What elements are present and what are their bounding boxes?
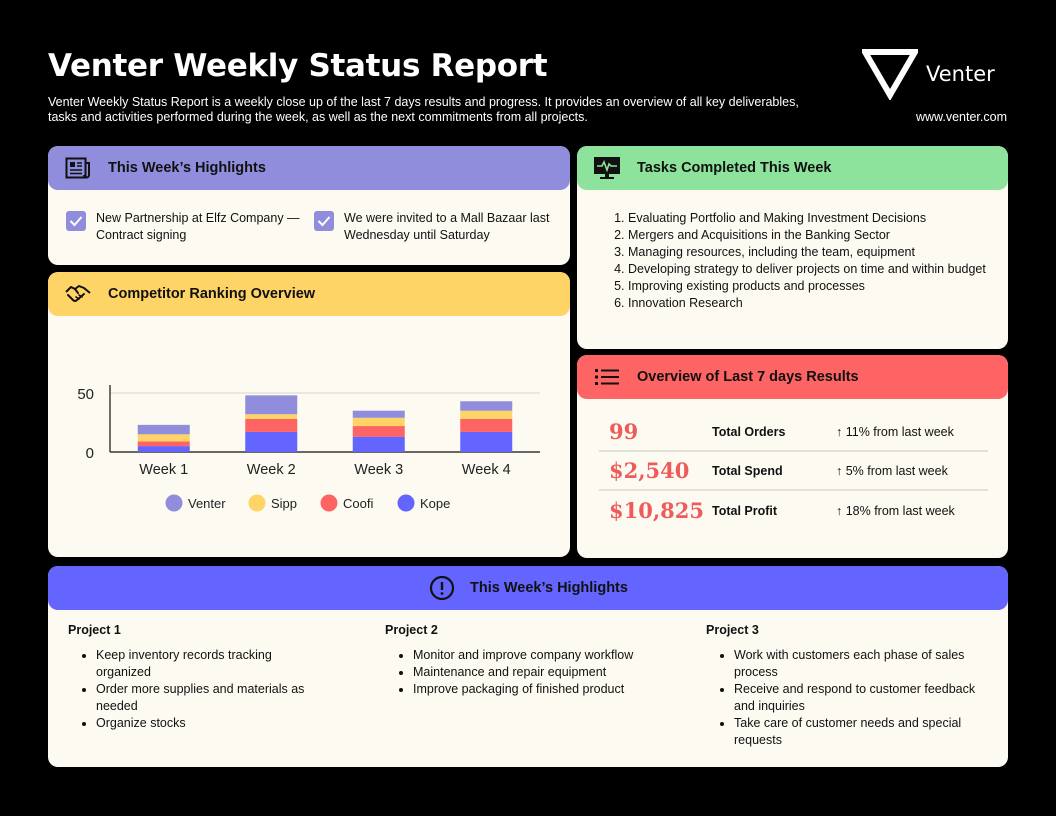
table-row: 99 Total Orders ↑ 11% from last week — [599, 413, 988, 452]
project-column: Project 1 Keep inventory records trackin… — [68, 622, 385, 749]
competitor-chart: 0 50 Week 1 Week 2 Week 3 Week 4 Venter Sipp Coo… — [77, 385, 540, 512]
tasks-header: Tasks Completed This Week — [577, 146, 1008, 190]
result-change: ↑ 11% from last week — [836, 424, 954, 439]
result-value: 99 — [609, 419, 639, 444]
legend-swatch — [248, 494, 266, 512]
projects-card: This Week’s Highlights Project 1 Keep in… — [48, 566, 1008, 767]
competitor-card: Competitor Ranking Overview 0 50 Week 1 Wee… — [48, 272, 570, 557]
competitor-title: Competitor Ranking Overview — [108, 286, 316, 302]
list-item: Receive and respond to customer feedback… — [734, 681, 991, 715]
logo: Venter — [862, 48, 995, 100]
handshake-icon — [64, 280, 92, 308]
list-item: Mergers and Acquisitions in the Banking … — [628, 227, 990, 244]
competitor-header: Competitor Ranking Overview — [48, 272, 570, 316]
bar-sipp — [137, 434, 190, 442]
overview-header: Overview of Last 7 days Results — [577, 355, 1008, 399]
legend-label: Venter — [188, 496, 226, 511]
list-icon — [593, 363, 621, 391]
projects-header: This Week’s Highlights — [48, 566, 1008, 610]
result-change: ↑ 5% from last week — [836, 463, 948, 478]
legend-label: Kope — [420, 496, 450, 511]
list-item: Managing resources, including the team, … — [628, 244, 990, 261]
highlights-card: This Week’s Highlights New Partnership a… — [48, 146, 570, 265]
projects-title: This Week’s Highlights — [470, 580, 628, 596]
checkbox-checked-icon[interactable] — [314, 211, 334, 231]
highlight-text: New Partnership at Elfz Company — Contra… — [96, 211, 300, 242]
list-item: Evaluating Portfolio and Making Investme… — [628, 210, 990, 227]
list-item: Improve packaging of finished product — [413, 681, 675, 698]
bar-sipp — [460, 410, 513, 419]
overview-title: Overview of Last 7 days Results — [637, 369, 859, 385]
bar-venter — [137, 424, 190, 435]
highlight-text: We were invited to a Mall Bazaar last We… — [344, 211, 550, 242]
table-row: $2,540 Total Spend ↑ 5% from last week — [599, 452, 988, 491]
list-item: Maintenance and repair equipment — [413, 664, 675, 681]
page-subtitle: Venter Weekly Status Report is a weekly … — [48, 95, 799, 124]
result-label: Total Orders — [712, 424, 786, 439]
bar-coofi — [137, 441, 190, 447]
bar-coofi — [352, 426, 405, 437]
logo-text: Venter — [926, 62, 995, 86]
result-label: Total Spend — [712, 463, 783, 478]
results-table: 99 Total Orders ↑ 11% from last week $2,… — [599, 413, 988, 530]
result-change: ↑ 18% from last week — [836, 503, 955, 518]
overview-card: Overview of Last 7 days Results 99 Total… — [577, 355, 1008, 558]
tasks-title: Tasks Completed This Week — [637, 160, 832, 176]
highlight-item: We were invited to a Mall Bazaar last We… — [314, 210, 562, 244]
result-label: Total Profit — [712, 503, 778, 518]
alert-icon — [428, 574, 456, 602]
project-column: Project 2 Monitor and improve company wo… — [385, 622, 706, 749]
tasks-list: Evaluating Portfolio and Making Investme… — [577, 190, 1008, 312]
y-tick-label: 0 — [86, 445, 94, 462]
bar-kope — [460, 431, 513, 452]
result-value: $10,825 — [609, 498, 704, 523]
legend-label: Coofi — [343, 496, 373, 511]
project-name: Project 3 — [706, 623, 759, 637]
highlights-header: This Week’s Highlights — [48, 146, 570, 190]
list-item: Organize stocks — [96, 715, 308, 732]
bar-coofi — [245, 418, 298, 432]
venter-logo-icon — [862, 49, 918, 100]
project-column: Project 3 Work with customers each phase… — [706, 622, 996, 749]
highlight-item: New Partnership at Elfz Company — Contra… — [66, 210, 314, 244]
list-item: Work with customers each phase of sales … — [734, 647, 991, 681]
legend-swatch — [320, 494, 338, 512]
project-name: Project 2 — [385, 623, 438, 637]
project-name: Project 1 — [68, 623, 121, 637]
bar-kope — [137, 446, 190, 452]
result-value: $2,540 — [609, 458, 690, 483]
list-item: Improving existing products and processe… — [628, 278, 990, 295]
legend-swatch — [165, 494, 183, 512]
list-item: Take care of customer needs and special … — [734, 715, 991, 749]
x-tick-label: Week 2 — [247, 462, 296, 478]
website-link[interactable]: www.venter.com — [915, 110, 1007, 124]
list-item: Innovation Research — [628, 295, 990, 312]
bar-coofi — [460, 418, 513, 432]
legend-swatch — [397, 494, 415, 512]
monitor-icon — [593, 154, 621, 182]
x-tick-label: Week 4 — [462, 462, 511, 478]
x-tick-label: Week 1 — [139, 462, 188, 478]
page-title: Venter Weekly Status Report — [48, 48, 548, 84]
bar-venter — [352, 410, 405, 418]
checkbox-checked-icon[interactable] — [66, 211, 86, 231]
bar-kope — [245, 431, 298, 452]
bar-venter — [460, 401, 513, 411]
list-item: Developing strategy to deliver projects … — [628, 261, 990, 278]
bar-sipp — [352, 417, 405, 427]
bar-kope — [352, 436, 405, 452]
highlights-title: This Week’s Highlights — [108, 160, 266, 176]
list-item: Order more supplies and materials as nee… — [96, 681, 308, 715]
x-tick-label: Week 3 — [354, 462, 403, 478]
bar-sipp — [245, 414, 298, 419]
legend-label: Sipp — [271, 496, 297, 511]
list-item: Monitor and improve company workflow — [413, 647, 675, 664]
tasks-card: Tasks Completed This Week Evaluating Por… — [577, 146, 1008, 349]
bar-venter — [245, 395, 298, 415]
list-item: Keep inventory records tracking organize… — [96, 647, 308, 681]
table-row: $10,825 Total Profit ↑ 18% from last wee… — [599, 491, 988, 530]
y-tick-label: 50 — [77, 386, 94, 403]
newspaper-icon — [64, 154, 92, 182]
